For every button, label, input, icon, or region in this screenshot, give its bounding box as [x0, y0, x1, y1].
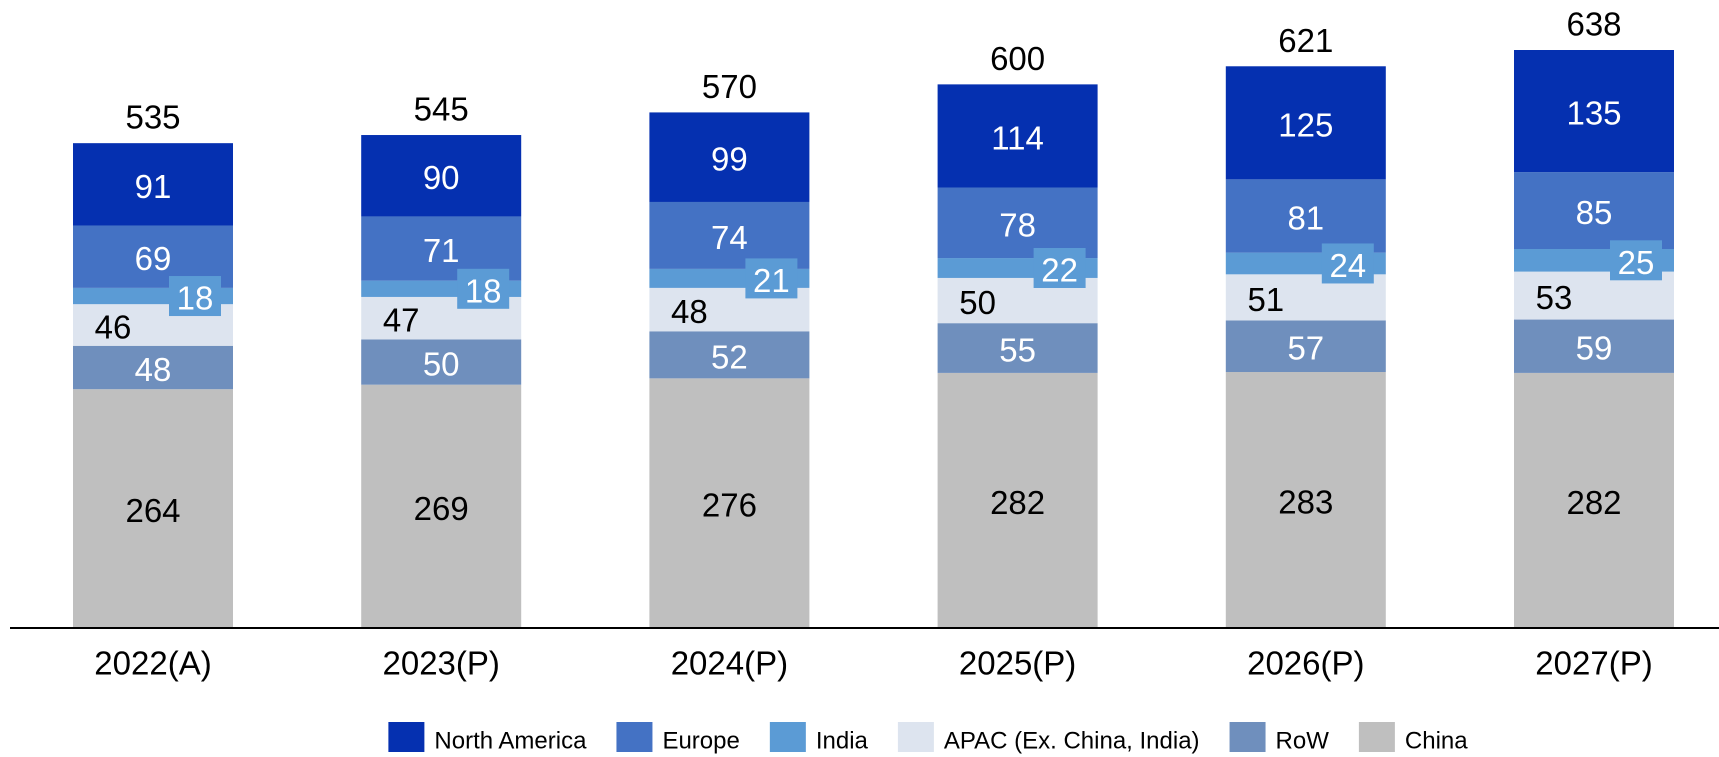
data-label: 99: [711, 141, 748, 178]
label-box: [745, 258, 798, 299]
bar-segment: [73, 345, 233, 390]
bar-segment: [1225, 179, 1386, 253]
data-label: 85: [1576, 194, 1613, 231]
bar-segment: [1225, 372, 1386, 628]
data-label: 53: [1536, 279, 1573, 316]
data-label: 25: [1618, 244, 1655, 281]
bar-segment: [649, 331, 810, 379]
data-label: 71: [423, 232, 460, 269]
legend-swatch: [1229, 722, 1266, 752]
label-box: [1321, 243, 1374, 284]
data-label: 282: [1566, 484, 1621, 521]
bar-segment: [649, 112, 810, 202]
legend-swatch: [388, 722, 425, 752]
data-label: 125: [1278, 106, 1333, 143]
x-tick-label: 2026(P): [1247, 645, 1364, 682]
bar-segment: [1514, 372, 1674, 628]
total-label: 638: [1566, 6, 1621, 43]
data-label: 114: [991, 119, 1044, 156]
bar-segment: [649, 201, 810, 269]
data-label: 21: [753, 262, 790, 299]
bar-segment: [361, 384, 522, 628]
data-label: 283: [1278, 484, 1333, 521]
legend-label: Europe: [662, 728, 739, 755]
data-label: 269: [414, 490, 469, 527]
data-label: 48: [135, 351, 172, 388]
data-label: 52: [711, 338, 748, 375]
data-label: 48: [671, 293, 708, 330]
legend-label: North America: [434, 728, 587, 755]
data-label: 282: [990, 484, 1045, 521]
total-label: 621: [1278, 22, 1333, 59]
data-label: 51: [1247, 281, 1284, 318]
data-label: 50: [959, 284, 996, 321]
data-label: 50: [423, 346, 460, 383]
data-label: 46: [95, 308, 132, 345]
data-label: 18: [465, 272, 502, 309]
bar-segment: [937, 372, 1098, 628]
x-tick-label: 2025(P): [959, 645, 1076, 682]
data-label: 59: [1576, 330, 1613, 367]
total-label: 545: [414, 91, 469, 128]
legend-swatch: [769, 722, 806, 752]
data-label: 47: [383, 302, 420, 339]
total-label: 535: [125, 99, 180, 136]
data-label: 74: [711, 219, 748, 256]
bar-segment: [937, 323, 1098, 373]
bar-segment: [361, 339, 522, 385]
label-box: [169, 276, 221, 317]
data-label: 18: [177, 280, 214, 317]
bar-segment: [1225, 66, 1386, 180]
bar-segment: [1514, 50, 1674, 173]
legend-label: China: [1405, 728, 1468, 755]
data-label: 57: [1287, 330, 1324, 367]
legend-swatch: [1358, 722, 1395, 752]
total-label: 570: [702, 68, 757, 105]
data-label: 69: [135, 240, 172, 277]
x-tick-label: 2027(P): [1535, 645, 1652, 682]
label-box: [1610, 240, 1662, 281]
data-label: 91: [135, 168, 172, 205]
bar-segment: [649, 378, 810, 628]
bar-segment: [73, 389, 233, 628]
x-tick-label: 2024(P): [671, 645, 788, 682]
data-label: 81: [1287, 199, 1324, 236]
bar-segment: [937, 187, 1098, 259]
legend-label: APAC (Ex. China, India): [944, 728, 1200, 755]
data-label: 78: [999, 206, 1036, 243]
data-label: 264: [125, 492, 180, 529]
total-label: 600: [990, 40, 1045, 77]
x-tick-label: 2023(P): [382, 645, 499, 682]
data-label: 135: [1566, 95, 1621, 132]
bar-segment: [361, 135, 522, 217]
x-tick-label: 2022(A): [94, 645, 211, 682]
legend: North America Europe India APAC (Ex. China,…: [388, 722, 1468, 755]
label-box: [1033, 247, 1086, 288]
legend-swatch: [897, 722, 934, 752]
data-label: 276: [702, 487, 757, 524]
bar-segment: [73, 143, 233, 226]
data-label: 24: [1329, 247, 1366, 284]
legend-swatch: [616, 722, 653, 752]
bar-segment: [937, 84, 1098, 188]
label-box: [457, 268, 510, 309]
bar-segment: [1514, 319, 1674, 373]
data-label: 22: [1041, 251, 1078, 288]
legend-label: India: [816, 728, 869, 755]
data-label: 90: [423, 159, 460, 196]
legend-label: RoW: [1276, 728, 1330, 755]
bar-segment: [1225, 320, 1386, 373]
data-label: 55: [999, 332, 1036, 369]
bar-segment: [1514, 172, 1674, 249]
